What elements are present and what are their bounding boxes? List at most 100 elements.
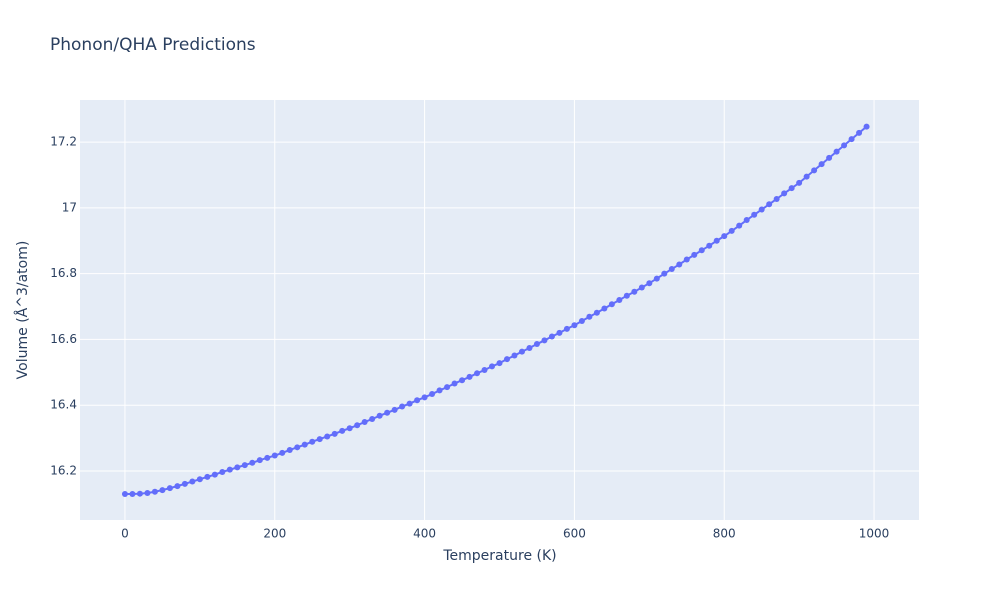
marker bbox=[189, 478, 196, 485]
marker bbox=[391, 406, 398, 413]
marker bbox=[713, 237, 720, 244]
marker bbox=[691, 251, 698, 258]
marker bbox=[601, 305, 608, 312]
marker bbox=[159, 487, 166, 494]
marker bbox=[676, 261, 683, 268]
y-axis-label: Volume (Å^3/atom) bbox=[14, 241, 31, 380]
marker bbox=[623, 292, 630, 299]
marker bbox=[788, 185, 795, 192]
marker bbox=[518, 348, 525, 355]
marker bbox=[429, 391, 436, 398]
marker bbox=[174, 483, 181, 490]
marker bbox=[211, 471, 218, 478]
marker bbox=[466, 373, 473, 380]
x-axis-label: Temperature (K) bbox=[442, 548, 556, 564]
marker bbox=[841, 142, 848, 149]
x-tick-label: 600 bbox=[563, 527, 586, 541]
marker bbox=[728, 227, 735, 234]
marker bbox=[331, 430, 338, 437]
marker bbox=[811, 167, 818, 174]
plot-area bbox=[80, 100, 919, 520]
marker bbox=[369, 416, 376, 423]
marker bbox=[563, 325, 570, 332]
marker bbox=[129, 491, 136, 498]
marker bbox=[856, 129, 863, 136]
marker bbox=[316, 436, 323, 443]
marker bbox=[421, 394, 428, 401]
y-tick-label: 17 bbox=[62, 200, 77, 214]
marker bbox=[751, 211, 758, 218]
marker bbox=[406, 400, 413, 407]
marker bbox=[736, 222, 743, 229]
marker bbox=[863, 123, 870, 130]
marker bbox=[511, 352, 518, 359]
marker bbox=[121, 491, 128, 498]
marker bbox=[796, 179, 803, 186]
marker bbox=[758, 206, 765, 213]
marker bbox=[481, 367, 488, 374]
marker bbox=[773, 195, 780, 202]
marker bbox=[548, 333, 555, 340]
marker bbox=[833, 148, 840, 155]
y-tick-label: 16.2 bbox=[50, 463, 77, 477]
marker bbox=[503, 356, 510, 363]
marker bbox=[474, 370, 481, 377]
marker bbox=[346, 425, 353, 432]
marker bbox=[668, 266, 675, 273]
chart-title: Phonon/QHA Predictions bbox=[50, 35, 256, 55]
marker bbox=[631, 288, 638, 295]
marker bbox=[241, 462, 248, 469]
marker bbox=[698, 247, 705, 254]
marker bbox=[653, 275, 660, 282]
x-tick-label: 1000 bbox=[859, 527, 890, 541]
marker bbox=[638, 284, 645, 291]
marker bbox=[541, 337, 548, 344]
marker bbox=[144, 490, 151, 497]
marker bbox=[608, 301, 615, 308]
marker bbox=[384, 409, 391, 416]
marker bbox=[489, 363, 496, 370]
marker bbox=[781, 190, 788, 197]
y-tick-label: 16.8 bbox=[50, 266, 77, 280]
marker bbox=[324, 433, 331, 440]
x-tick-label: 400 bbox=[413, 527, 436, 541]
marker bbox=[848, 136, 855, 143]
marker bbox=[166, 485, 173, 492]
marker bbox=[181, 480, 188, 487]
marker bbox=[646, 280, 653, 287]
marker bbox=[578, 318, 585, 325]
marker bbox=[354, 422, 361, 429]
marker bbox=[136, 490, 143, 497]
marker bbox=[294, 444, 301, 451]
marker bbox=[593, 309, 600, 316]
marker bbox=[339, 427, 346, 434]
marker bbox=[496, 360, 503, 367]
marker bbox=[451, 380, 458, 387]
marker bbox=[399, 403, 406, 410]
marker bbox=[234, 464, 241, 471]
marker bbox=[818, 161, 825, 168]
marker bbox=[414, 397, 421, 404]
x-tick-label: 800 bbox=[713, 527, 736, 541]
marker bbox=[151, 488, 158, 495]
marker bbox=[526, 344, 533, 351]
marker bbox=[616, 296, 623, 303]
marker bbox=[803, 173, 810, 180]
marker bbox=[586, 313, 593, 320]
marker bbox=[226, 466, 233, 473]
marker bbox=[459, 377, 466, 384]
marker bbox=[256, 457, 263, 464]
marker bbox=[721, 233, 728, 240]
marker bbox=[271, 452, 278, 459]
x-tick-label: 200 bbox=[263, 527, 286, 541]
marker bbox=[683, 256, 690, 263]
marker bbox=[196, 476, 203, 483]
marker bbox=[249, 459, 256, 466]
marker bbox=[264, 454, 271, 461]
marker bbox=[571, 322, 578, 329]
marker bbox=[361, 418, 368, 425]
marker bbox=[444, 384, 451, 391]
marker bbox=[301, 441, 308, 448]
marker bbox=[661, 270, 668, 277]
